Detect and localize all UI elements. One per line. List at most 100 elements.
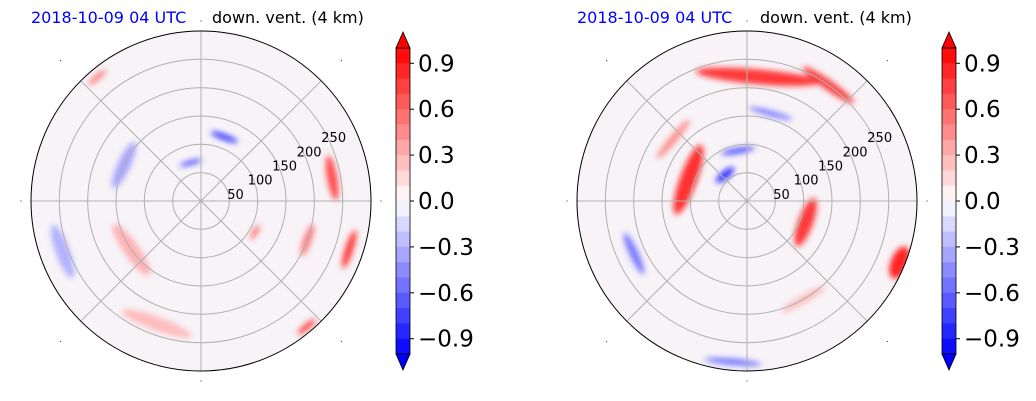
colorbar-tick-label: −0.6: [964, 281, 1020, 307]
field-feature: [179, 159, 202, 167]
axis-tick-dot: [340, 340, 342, 342]
colorbar-tick-label: −0.3: [964, 235, 1020, 261]
field-feature: [51, 224, 75, 279]
field-feature: [656, 119, 690, 159]
colorbar-tick-label: 0.0: [964, 189, 1001, 215]
field-feature: [341, 230, 357, 269]
colorbar-band: [942, 48, 956, 64]
axis-tick-dot: [886, 340, 888, 342]
axis-tick-dot: [886, 60, 888, 62]
axis-tick-dot: [566, 200, 568, 202]
radial-tick-label: 100: [248, 174, 273, 189]
chart-variable-title: down. vent. (4 km): [212, 8, 364, 27]
colorbar-band: [396, 201, 410, 217]
field-feature: [716, 167, 735, 183]
colorbar-band: [942, 155, 956, 171]
colorbar-band: [942, 231, 956, 248]
chart-panel-left: 2018-10-09 04 UTC down. vent. (4 km) 50 1…: [20, 8, 474, 382]
colorbar-tick-label: 0.9: [964, 51, 1001, 77]
colorbar-band: [396, 323, 410, 340]
colorbar-band: [942, 78, 956, 95]
field-feature: [121, 309, 192, 338]
azimuth-spoke: [80, 80, 202, 202]
chart-panel-right: 2018-10-09 04 UTC down. vent. (4 km) 50 1…: [518, 0, 1036, 401]
colorbar-tick-label: −0.9: [418, 327, 474, 353]
axis-tick-dot: [60, 60, 62, 62]
field-feature: [794, 198, 817, 247]
colorbar-tick-label: −0.3: [418, 235, 474, 261]
colorbar-band: [396, 93, 410, 110]
colorbar-band: [396, 139, 410, 156]
colorbar-band: [396, 63, 410, 79]
colorbar-tick-label: 0.9: [418, 51, 455, 77]
field-feature: [721, 146, 755, 155]
colorbar-tick-label: 0.6: [964, 97, 1001, 123]
field-feature: [695, 67, 820, 86]
chart-variable-title: down. vent. (4 km): [760, 8, 912, 27]
field-feature: [297, 319, 316, 335]
field-feature: [210, 131, 238, 143]
colorbar-tick-label: 0.3: [418, 143, 455, 169]
colorbar-band: [396, 338, 410, 355]
azimuth-spoke: [626, 200, 748, 322]
azimuth-spoke: [746, 200, 868, 322]
axis-tick-dot: [926, 200, 928, 202]
azimuth-spoke: [200, 200, 322, 322]
colorbar-band: [942, 277, 956, 294]
field-feature: [250, 224, 260, 240]
field-feature: [748, 106, 793, 120]
colorbar-band: [942, 323, 956, 340]
axis-tick-dot: [606, 340, 608, 342]
chart-date-title: 2018-10-09 04 UTC: [577, 8, 733, 27]
colorbar-band: [396, 216, 410, 232]
colorbar-band: [396, 185, 410, 202]
colorbar-extend-min: [395, 353, 411, 371]
colorbar-band: [942, 170, 956, 187]
colorbar-band: [942, 216, 956, 232]
polar-boundary: [576, 30, 918, 372]
colorbar-band: [396, 155, 410, 171]
field-feature: [673, 144, 704, 215]
colorbar-band: [942, 93, 956, 110]
colorbar-band: [942, 246, 956, 263]
colorbar-band: [396, 292, 410, 309]
colorbar-band: [942, 124, 956, 141]
colorbar-band: [942, 292, 956, 309]
radial-tick-label: 100: [794, 174, 819, 189]
colorbar-band: [396, 124, 410, 141]
colorbar-extend-min: [941, 353, 957, 371]
azimuth-spoke: [200, 80, 322, 202]
radial-tick-label: 150: [818, 160, 843, 175]
colorbar-tick-label: 0.6: [418, 97, 455, 123]
axis-tick-dot: [20, 200, 22, 202]
axis-tick-dot: [60, 340, 62, 342]
radial-tick-label: 250: [867, 131, 892, 146]
axis-tick-dot: [200, 380, 202, 382]
colorbar-tick-label: −0.6: [418, 281, 474, 307]
colorbar-band: [396, 246, 410, 263]
axis-tick-dot: [380, 200, 382, 202]
axis-tick-dot: [606, 60, 608, 62]
radial-tick-label: 50: [773, 188, 790, 203]
colorbar-band: [942, 139, 956, 156]
colorbar-band: [396, 308, 410, 324]
axis-tick-dot: [746, 380, 748, 382]
colorbar-band: [942, 262, 956, 278]
field-feature: [325, 155, 339, 201]
colorbar-band: [942, 63, 956, 79]
azimuth-spoke: [626, 80, 748, 202]
chart-date-title: 2018-10-09 04 UTC: [31, 8, 187, 27]
colorbar-band: [396, 170, 410, 187]
radial-tick-label: 50: [227, 188, 244, 203]
azimuth-spoke: [746, 80, 868, 202]
colorbar-tick-label: 0.0: [418, 189, 455, 215]
azimuth-spoke: [80, 200, 202, 322]
colorbar-tick-label: −0.9: [964, 327, 1020, 353]
colorbar-band: [396, 231, 410, 248]
axis-tick-dot: [746, 20, 748, 22]
radial-tick-label: 200: [843, 145, 868, 160]
colorbar-extend-max: [395, 31, 411, 49]
colorbar-band: [396, 109, 410, 125]
